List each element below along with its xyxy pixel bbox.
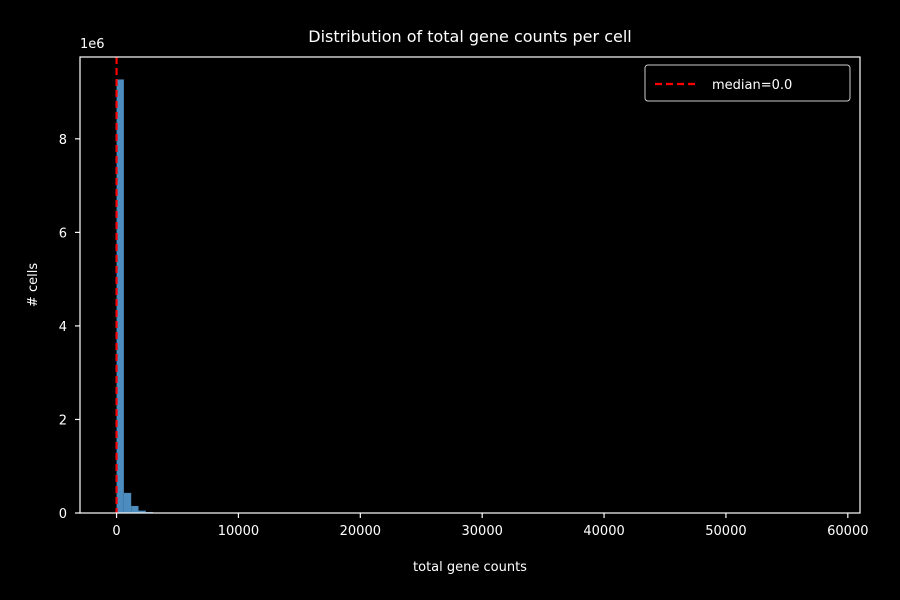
x-tick-label: 30000 — [462, 524, 503, 539]
histogram-bar-1 — [123, 492, 132, 513]
histogram-bar-3 — [138, 510, 146, 513]
x-tick-label: 20000 — [340, 524, 381, 539]
axes: 0 10000 20000 30000 40000 50000 60000 0 2 4 6 8 — [59, 56, 868, 539]
histogram-bars — [116, 79, 161, 514]
y-tick-label: 2 — [59, 413, 67, 428]
chart-title: Distribution of total gene counts per ce… — [308, 27, 631, 46]
y-tick-label: 0 — [59, 507, 67, 522]
histogram-bar-2 — [131, 505, 139, 513]
y-tick-label: 4 — [59, 320, 67, 335]
x-axis-label: total gene counts — [413, 560, 527, 575]
y-axis-label: # cells — [26, 263, 41, 307]
x-tick-label: 60000 — [827, 524, 868, 539]
legend: median=0.0 — [644, 64, 851, 102]
legend-box — [644, 64, 851, 102]
x-tick-label: 40000 — [583, 524, 624, 539]
legend-median-label: median=0.0 — [712, 78, 792, 93]
histogram-bar-0 — [116, 79, 124, 514]
y-tick-label: 6 — [59, 226, 67, 241]
plot-frame — [79, 56, 861, 514]
x-tick-label: 10000 — [218, 524, 259, 539]
y-tick-label: 8 — [59, 133, 67, 148]
y-axis-offset-label: 1e6 — [80, 37, 105, 52]
x-tick-label: 50000 — [705, 524, 746, 539]
x-tick-label: 0 — [112, 524, 120, 539]
